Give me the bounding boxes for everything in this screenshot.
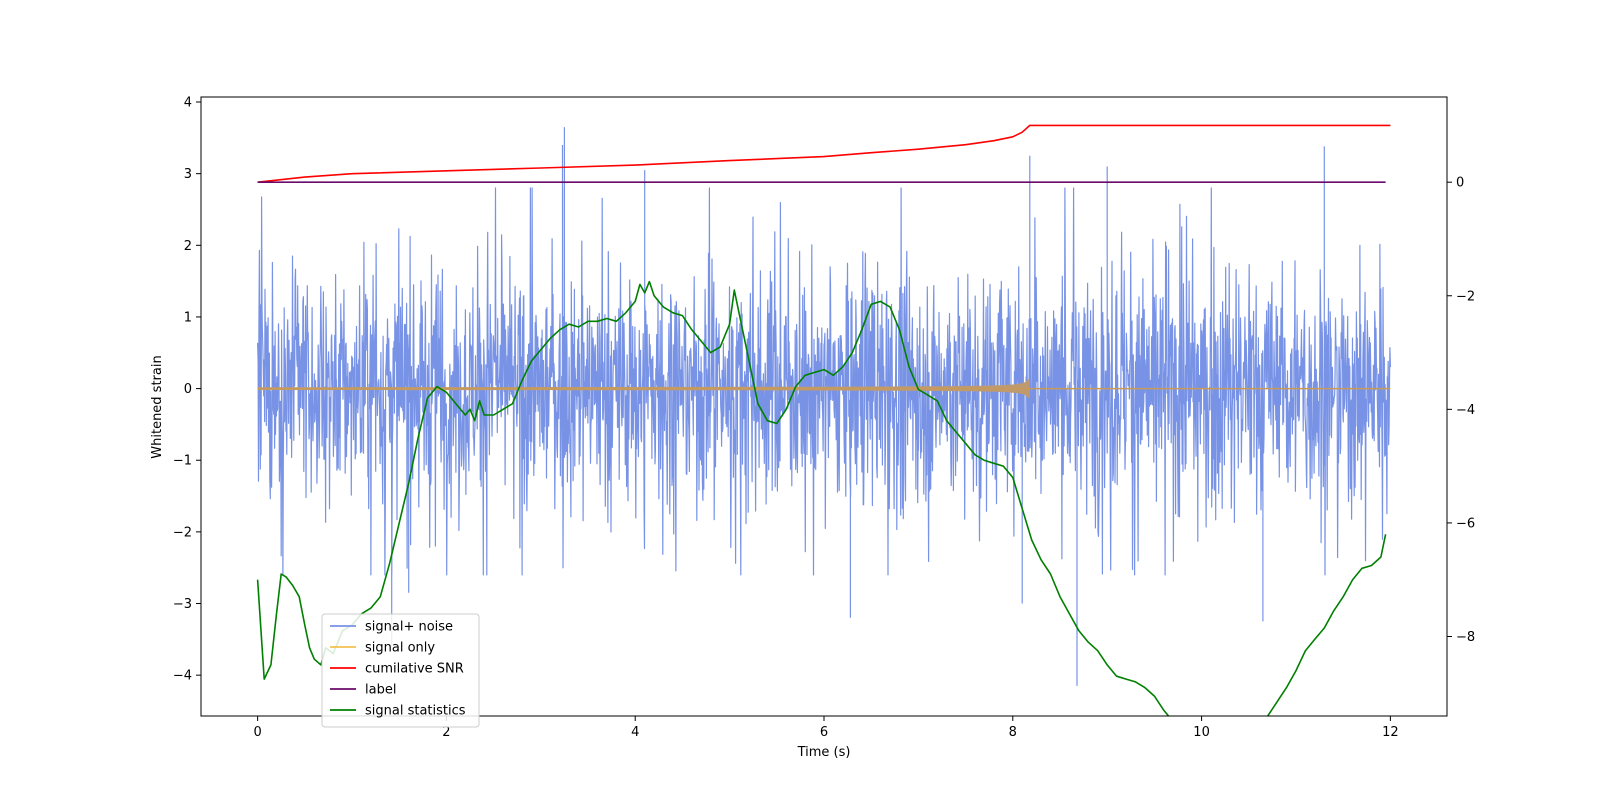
- x-axis: 0 2 4 6 8 10 12: [253, 716, 1399, 740]
- x-tick-label: 12: [1382, 725, 1399, 740]
- signal-plus-noise-trace: [257, 127, 1391, 686]
- y-tick-label: 4: [184, 96, 192, 111]
- y2-tick-label: 0: [1456, 176, 1464, 191]
- y-tick-label: 3: [184, 167, 192, 182]
- signal-only-envelope: [257, 358, 1030, 421]
- legend-label: signal statistics: [365, 704, 466, 719]
- legend-box: [321, 613, 480, 728]
- y2-tick-label: −2: [1456, 289, 1475, 304]
- legend-item-cumilative-snr: cumilative SNR: [330, 662, 464, 677]
- legend-item-signal-noise: signal+ noise: [330, 620, 453, 635]
- y2-tick-label: −4: [1456, 403, 1475, 418]
- legend-item-signal-only: signal only: [330, 641, 435, 656]
- series-signal-only: [257, 358, 1391, 421]
- legend-label: signal+ noise: [365, 620, 453, 635]
- series-signal-plus-noise: [257, 127, 1391, 686]
- y-tick-label: 1: [184, 310, 192, 325]
- y-tick-label: 2: [184, 239, 192, 254]
- legend-item-signal-statistics: signal statistics: [330, 704, 466, 719]
- legend-label: label: [365, 683, 396, 698]
- y-axis-right: −8 −6 −4 −2 0: [1447, 176, 1475, 645]
- x-tick-label: 4: [631, 725, 639, 740]
- x-tick-label: 2: [442, 725, 450, 740]
- legend-item-label: label: [330, 683, 396, 698]
- legend-label: signal only: [365, 641, 435, 656]
- series-cumilative-snr: [257, 124, 1391, 183]
- x-axis-label: Time (s): [797, 745, 851, 760]
- y2-tick-label: −6: [1456, 516, 1475, 531]
- y-tick-label: 0: [184, 382, 192, 397]
- plot-area: [256, 124, 1391, 716]
- y-tick-label: −3: [173, 597, 192, 612]
- y2-tick-label: −8: [1456, 630, 1475, 645]
- legend-label: cumilative SNR: [365, 662, 464, 677]
- x-tick-label: 0: [253, 725, 261, 740]
- x-tick-label: 6: [820, 725, 828, 740]
- series-signal-statistics: [256, 280, 1387, 716]
- y-axis-label: Whitened strain: [150, 355, 165, 458]
- x-tick-label: 10: [1193, 725, 1210, 740]
- y-axis-left: −4 −3 −2 −1 0 1 2 3 4: [173, 96, 201, 684]
- legend: signal+ noise signal only cumilative SNR la…: [321, 613, 480, 728]
- y-tick-label: −1: [173, 454, 192, 469]
- x-tick-label: 8: [1009, 725, 1017, 740]
- y-tick-label: −2: [173, 525, 192, 540]
- y-tick-label: −4: [173, 669, 192, 684]
